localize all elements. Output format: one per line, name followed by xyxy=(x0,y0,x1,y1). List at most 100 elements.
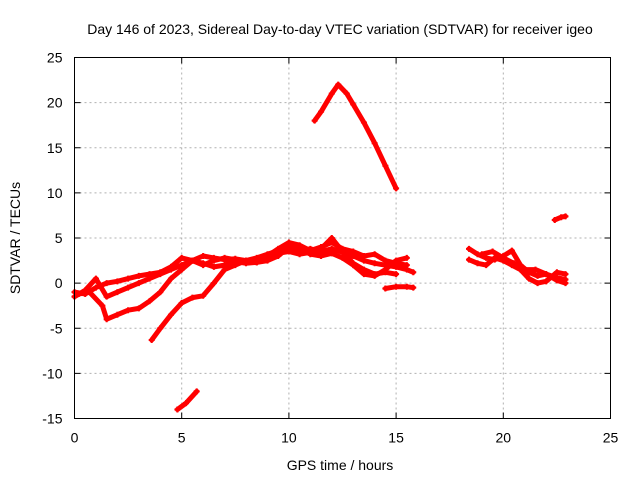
data-point xyxy=(553,277,560,284)
data-point xyxy=(200,253,207,260)
data-point xyxy=(92,284,99,291)
data-point xyxy=(521,266,528,273)
data-point xyxy=(534,280,541,287)
x-tick-label: 20 xyxy=(496,430,512,446)
data-point xyxy=(483,262,490,269)
y-tick-label: 25 xyxy=(47,50,63,66)
data-point xyxy=(328,90,335,97)
series-track-7 xyxy=(382,283,417,292)
data-point xyxy=(551,216,558,223)
y-tick-label: 0 xyxy=(55,275,63,291)
data-point xyxy=(167,266,174,273)
data-point xyxy=(285,244,292,251)
data-point xyxy=(114,289,121,296)
data-point xyxy=(125,307,132,314)
data-point xyxy=(360,271,367,278)
data-point xyxy=(103,293,110,300)
data-point xyxy=(318,253,325,260)
data-point xyxy=(178,254,185,261)
data-point xyxy=(403,254,410,261)
data-point xyxy=(562,280,569,287)
data-point xyxy=(157,325,164,332)
data-point xyxy=(339,248,346,255)
data-point xyxy=(182,400,189,407)
x-axis-title: GPS time / hours xyxy=(287,457,394,473)
data-point xyxy=(474,260,481,267)
data-point xyxy=(114,311,121,318)
data-point xyxy=(296,251,303,258)
data-point xyxy=(382,257,389,264)
data-point xyxy=(500,254,507,261)
data-point xyxy=(135,272,142,279)
y-tick-label: -5 xyxy=(50,320,63,336)
data-point xyxy=(92,275,99,282)
data-point xyxy=(221,256,228,263)
data-point xyxy=(382,266,389,273)
x-tick-label: 10 xyxy=(281,430,297,446)
data-point xyxy=(125,284,132,291)
x-tick-label: 15 xyxy=(388,430,404,446)
data-point xyxy=(125,275,132,282)
data-point xyxy=(491,254,498,261)
data-point xyxy=(410,284,417,291)
data-point xyxy=(371,140,378,147)
y-axis-title: SDTVAR / TECUs xyxy=(7,182,23,294)
data-point xyxy=(508,247,515,254)
grid-layer xyxy=(74,57,611,419)
data-point xyxy=(393,283,400,290)
data-point xyxy=(371,272,378,279)
series-track-10 xyxy=(478,248,569,287)
data-point xyxy=(339,254,346,261)
data-point xyxy=(350,248,357,255)
data-point xyxy=(103,316,110,323)
data-point xyxy=(465,256,472,263)
data-point xyxy=(311,117,318,124)
data-point xyxy=(371,251,378,258)
data-point xyxy=(478,251,485,258)
data-point xyxy=(135,305,142,312)
data-point xyxy=(189,257,196,264)
data-point xyxy=(489,248,496,255)
y-tick-label: -15 xyxy=(42,411,62,427)
data-point xyxy=(178,266,185,273)
data-point xyxy=(543,278,550,285)
data-point xyxy=(483,254,490,261)
data-point xyxy=(232,262,239,269)
data-point xyxy=(75,290,82,297)
data-point xyxy=(275,253,282,260)
data-point xyxy=(403,262,410,269)
tick-layer xyxy=(74,57,611,419)
data-point xyxy=(174,406,181,413)
data-point xyxy=(350,101,357,108)
data-point xyxy=(543,271,550,278)
y-tick-label: 15 xyxy=(47,140,63,156)
data-point xyxy=(403,283,410,290)
data-point xyxy=(264,257,271,264)
data-point xyxy=(200,260,207,267)
data-point xyxy=(157,271,164,278)
data-point xyxy=(532,266,539,273)
data-point xyxy=(393,257,400,264)
x-tick-label: 0 xyxy=(71,430,79,446)
y-tick-label: 5 xyxy=(55,230,63,246)
data-point xyxy=(553,269,560,276)
data-point xyxy=(86,289,93,296)
data-point xyxy=(562,213,569,220)
series-track-11 xyxy=(551,213,569,223)
data-point xyxy=(114,278,121,285)
data-point xyxy=(167,275,174,282)
data-point xyxy=(360,119,367,126)
data-point xyxy=(465,245,472,252)
data-point xyxy=(371,260,378,267)
series-track-4 xyxy=(148,244,410,343)
data-point xyxy=(193,388,200,395)
x-tick-label: 5 xyxy=(178,430,186,446)
data-point xyxy=(243,257,250,264)
data-point xyxy=(167,311,174,318)
data-point xyxy=(210,254,217,261)
series-track-6 xyxy=(311,81,400,192)
data-point xyxy=(189,294,196,301)
data-point xyxy=(157,289,164,296)
data-point xyxy=(382,162,389,169)
